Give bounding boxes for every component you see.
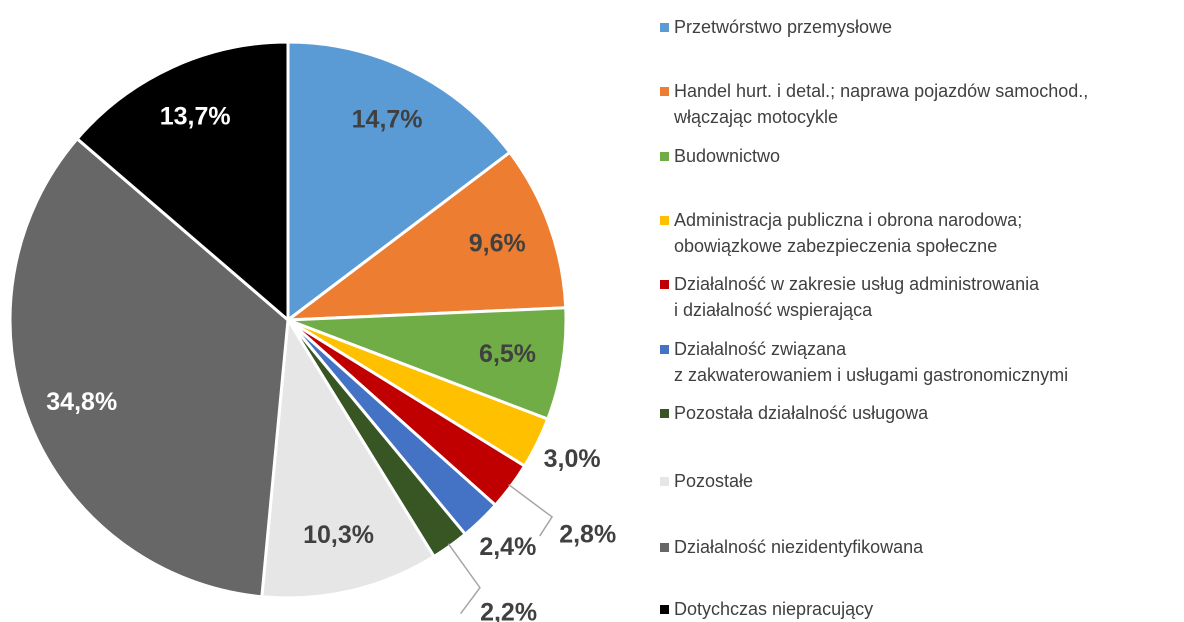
data-label: 34,8%: [46, 388, 117, 416]
data-label: 13,7%: [160, 102, 231, 130]
legend-label: Pozostałe: [674, 471, 754, 491]
legend-swatch: [660, 23, 669, 32]
data-label: 10,3%: [303, 521, 374, 549]
pie-slice: [286, 40, 512, 324]
pie-slice: [75, 40, 290, 324]
legend-label: Działalność w zakresie usług administrow…: [674, 274, 1040, 320]
legend-label: Handel hurt. i detal.; naprawa pojazdów …: [674, 81, 1089, 127]
data-label: 14,7%: [352, 106, 423, 134]
legend-swatch: [660, 345, 669, 354]
legend-label: Administracja publiczna i obrona narodow…: [674, 210, 1023, 256]
legend-swatch: [660, 87, 669, 96]
data-label: 3,0%: [544, 445, 601, 473]
data-label: 2,4%: [479, 533, 536, 561]
legend-swatch: [660, 477, 669, 486]
pie-slice: [8, 136, 290, 599]
data-label: 2,2%: [480, 598, 537, 622]
legend-label: Działalność niezidentyfikowana: [674, 537, 924, 557]
data-label: 6,5%: [479, 340, 536, 368]
data-label: 9,6%: [469, 229, 526, 257]
legend-swatch: [660, 409, 669, 418]
pie-slice: [283, 150, 568, 322]
data-label: 2,8%: [559, 521, 616, 549]
legend-label: Budownictwo: [674, 146, 781, 166]
leader-line: [447, 543, 481, 615]
legend-label: Pozostała działalność usługowa: [674, 403, 929, 423]
legend-swatch: [660, 605, 669, 614]
legend-swatch: [660, 543, 669, 552]
legend-label: Działalność związana z zakwaterowaniem i…: [674, 339, 1069, 385]
leader-line: [508, 483, 554, 537]
legend-label: Dotychczas niepracujący: [674, 599, 874, 619]
legend-label: Przetwórstwo przemysłowe: [674, 17, 893, 37]
pie-slice: [260, 315, 437, 600]
legend-swatch: [660, 280, 669, 289]
legend-swatch: [660, 216, 669, 225]
pie-slice: [287, 306, 568, 422]
legend-swatch: [660, 152, 669, 161]
